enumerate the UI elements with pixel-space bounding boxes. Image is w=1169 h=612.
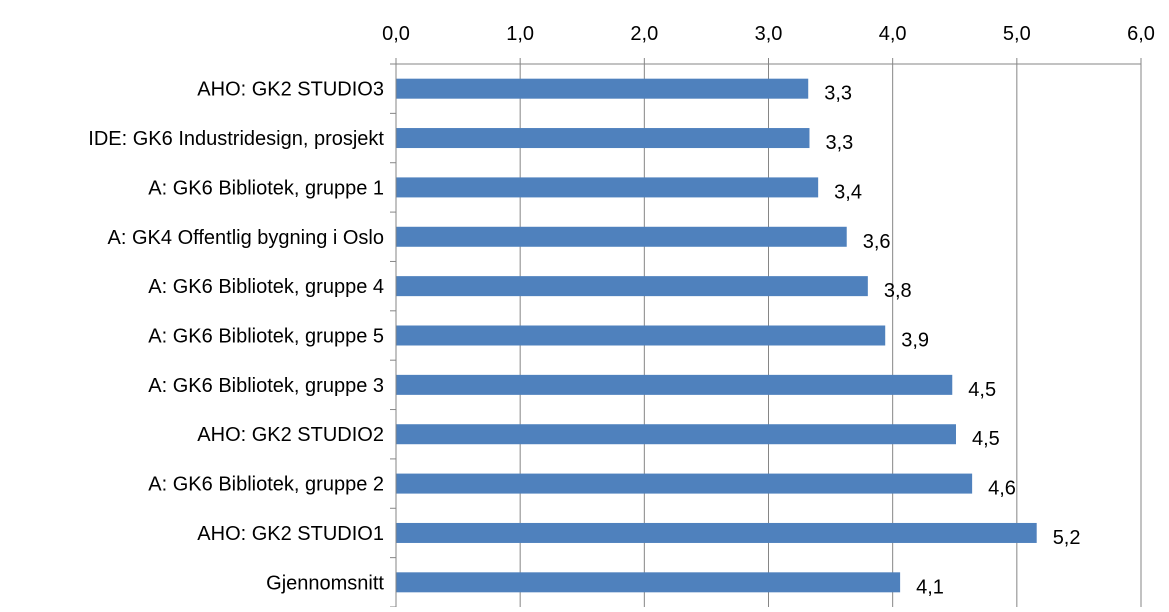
data-label-6: 4,5: [968, 379, 996, 401]
x-tick-label-1: 1,0: [506, 23, 534, 45]
bar-2: [396, 177, 819, 198]
x-tick-label-3: 3,0: [755, 23, 783, 45]
x-tick-label-0: 0,0: [382, 23, 410, 45]
category-label-6: A: GK6 Bibliotek, gruppe 3: [148, 375, 384, 397]
bar-7: [396, 424, 956, 445]
data-label-7: 4,5: [972, 428, 1000, 450]
data-label-10: 4,1: [916, 576, 944, 598]
category-label-8: A: GK6 Bibliotek, gruppe 2: [148, 474, 384, 496]
data-labels: 3,3 3,3 3,4 3,6 3,8 3,9 4,5 4,5 4,6 5,2 4,1: [824, 83, 1080, 599]
x-tick-label-5: 5,0: [1003, 23, 1031, 45]
bar-1: [396, 128, 810, 149]
bar-5: [396, 325, 886, 346]
bar-10: [396, 572, 901, 593]
x-tick-label-2: 2,0: [630, 23, 658, 45]
category-label-3: A: GK4 Offentlig bygning i Oslo: [108, 227, 384, 249]
category-label-4: A: GK6 Bibliotek, gruppe 4: [148, 276, 384, 298]
bar-8: [396, 473, 973, 494]
data-label-8: 4,6: [988, 478, 1016, 500]
category-label-0: AHO: GK2 STUDIO3: [197, 79, 384, 101]
category-label-1: IDE: GK6 Industridesign, prosjekt: [88, 128, 384, 150]
data-label-1: 3,3: [825, 132, 853, 154]
data-label-4: 3,8: [884, 280, 912, 302]
data-label-3: 3,6: [863, 231, 891, 253]
category-label-5: A: GK6 Bibliotek, gruppe 5: [148, 326, 384, 348]
bar-4: [396, 276, 868, 297]
category-label-10: Gjennomsnitt: [266, 572, 384, 594]
category-label-2: A: GK6 Bibliotek, gruppe 1: [148, 177, 384, 199]
data-label-0: 3,3: [824, 83, 852, 105]
bars: [396, 78, 1037, 593]
bar-0: [396, 78, 809, 99]
bar-6: [396, 374, 953, 395]
x-tick-label-4: 4,0: [879, 23, 907, 45]
category-label-9: AHO: GK2 STUDIO1: [197, 523, 384, 545]
x-tick-labels: 0,0 1,0 2,0 3,0 4,0 5,0 6,0: [382, 23, 1155, 45]
category-label-7: AHO: GK2 STUDIO2: [197, 424, 384, 446]
bar-9: [396, 522, 1037, 543]
category-labels: AHO: GK2 STUDIO3 IDE: GK6 Industridesign,…: [88, 79, 384, 595]
axes: [390, 58, 1142, 608]
bar-3: [396, 226, 847, 247]
data-label-2: 3,4: [834, 181, 862, 203]
data-label-9: 5,2: [1053, 527, 1081, 549]
x-tick-label-6: 6,0: [1127, 23, 1155, 45]
data-label-5: 3,9: [901, 330, 929, 352]
